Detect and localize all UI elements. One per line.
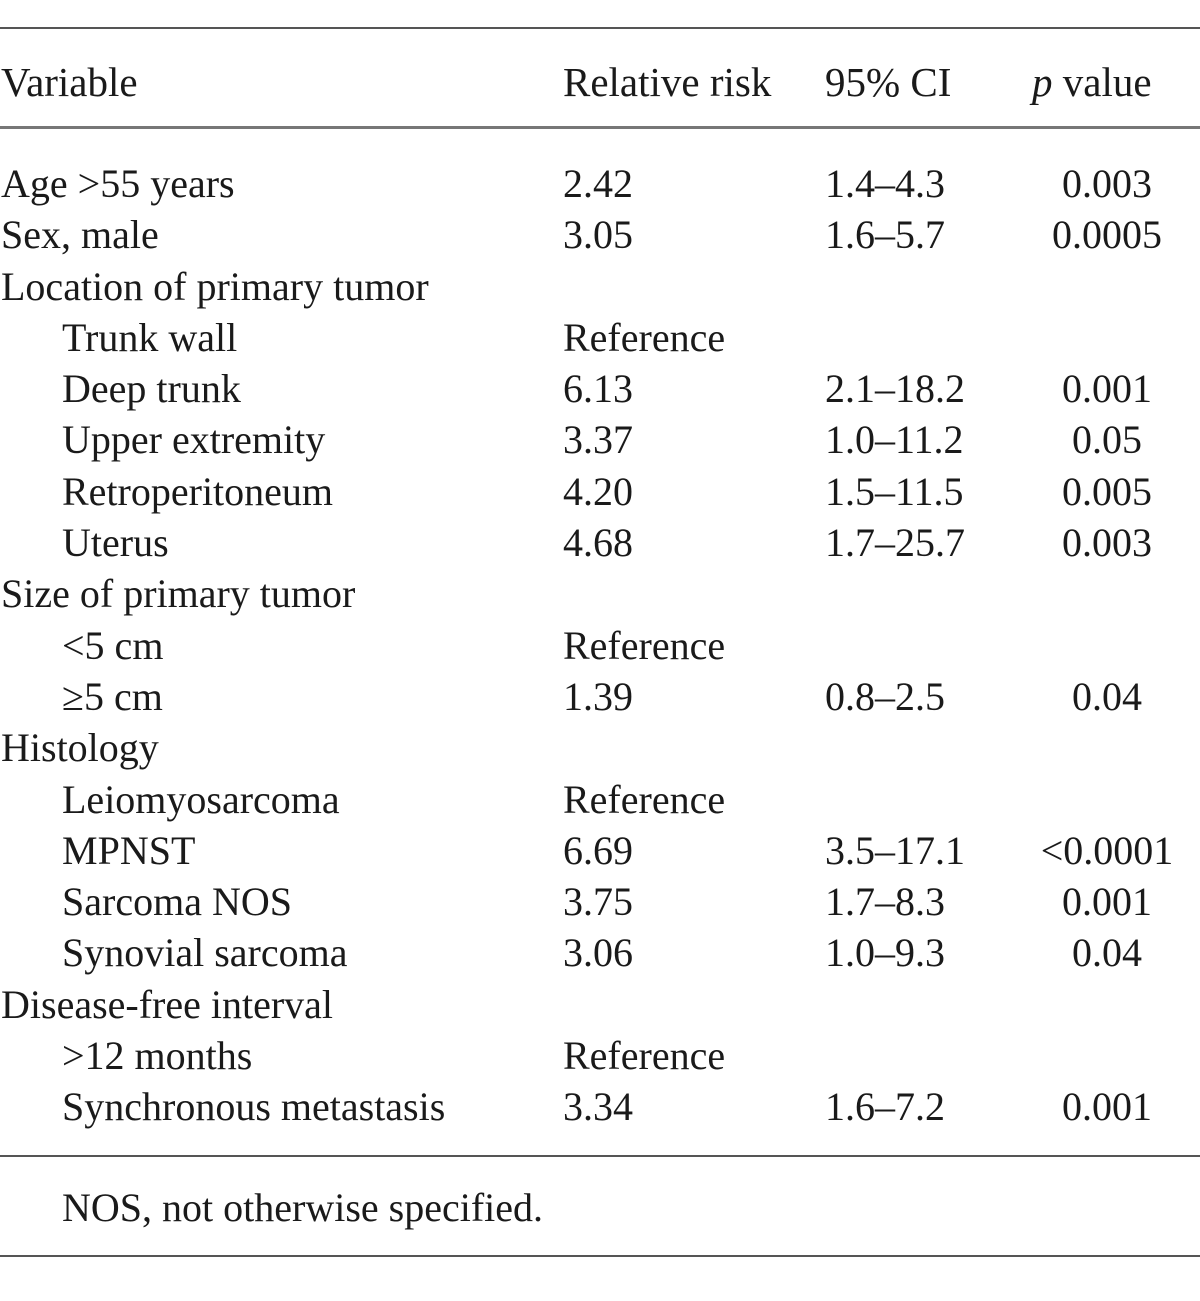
cell-ci: 1.0–11.2 <box>825 417 964 463</box>
cell-p-value: 0.04 <box>1072 673 1142 719</box>
table-body: Age >55 years 2.42 1.4–4.3 0.003 Sex, male 3.… <box>0 158 1200 1133</box>
footnote-rule <box>0 1255 1200 1257</box>
cell-p-value: 0.05 <box>1072 417 1142 463</box>
table-header-row: Variable Relative risk 95% CI p value <box>0 54 1200 110</box>
cell-ci: 1.7–8.3 <box>825 879 945 925</box>
table-row: Size of primary tumor <box>0 568 1200 619</box>
header-rule <box>0 126 1200 129</box>
table-row: >12 months Reference <box>0 1030 1200 1081</box>
cell-relative-risk: 3.34 <box>563 1084 633 1130</box>
cell-relative-risk: Reference <box>563 1033 726 1079</box>
cell-ci: 1.7–25.7 <box>825 520 965 566</box>
cell-ci: 1.4–4.3 <box>825 161 945 206</box>
cell-variable: Sex, male <box>1 212 159 258</box>
table-row: Sex, male 3.05 1.6–5.7 0.0005 <box>0 209 1200 260</box>
table-row: Histology <box>0 722 1200 773</box>
cell-variable: Retroperitoneum <box>62 468 334 514</box>
table-row: Age >55 years 2.42 1.4–4.3 0.003 <box>0 158 1200 209</box>
table-row: MPNST 6.69 3.5–17.1 <0.0001 <box>0 825 1200 876</box>
cell-p-value: 0.003 <box>1062 161 1152 206</box>
table-footnote: NOS, not otherwise specified. <box>62 1185 544 1230</box>
table-row: Leiomyosarcoma Reference <box>0 774 1200 825</box>
cell-variable: Synovial sarcoma <box>62 930 348 976</box>
cell-variable: Size of primary tumor <box>1 571 356 617</box>
cell-p-value: 0.04 <box>1072 930 1142 976</box>
header-p-value: p value <box>1032 54 1152 110</box>
cell-relative-risk: 2.42 <box>563 161 633 206</box>
cell-variable: Deep trunk <box>62 366 241 412</box>
cell-variable: ≥5 cm <box>62 673 163 719</box>
table-row: Synovial sarcoma 3.06 1.0–9.3 0.04 <box>0 927 1200 978</box>
cell-relative-risk: 4.20 <box>563 468 633 514</box>
cell-relative-risk: Reference <box>563 776 726 822</box>
cell-p-value: 0.003 <box>1062 520 1152 566</box>
cell-ci: 2.1–18.2 <box>825 366 965 412</box>
cell-variable: Location of primary tumor <box>1 263 429 309</box>
cell-relative-risk: 6.13 <box>563 366 633 412</box>
table-row: Retroperitoneum 4.20 1.5–11.5 0.005 <box>0 466 1200 517</box>
table-row: Synchronous metastasis 3.34 1.6–7.2 0.001 <box>0 1081 1200 1132</box>
header-p-rest: value <box>1052 59 1152 105</box>
cell-p-value: <0.0001 <box>1040 827 1174 873</box>
cell-variable: Sarcoma NOS <box>62 879 292 925</box>
header-p-italic: p <box>1032 59 1053 105</box>
cell-p-value: 0.001 <box>1062 366 1152 412</box>
table-row: Disease-free interval <box>0 979 1200 1030</box>
cell-ci: 1.6–5.7 <box>825 212 945 258</box>
header-ci: 95% CI <box>825 59 952 105</box>
cell-ci: 1.0–9.3 <box>825 930 945 976</box>
cell-ci: 3.5–17.1 <box>825 827 965 873</box>
cell-relative-risk: 3.05 <box>563 212 633 258</box>
cell-p-value: 0.001 <box>1062 879 1152 925</box>
cell-variable: Trunk wall <box>62 314 238 360</box>
cell-relative-risk: 3.06 <box>563 930 633 976</box>
table-row: Upper extremity 3.37 1.0–11.2 0.05 <box>0 414 1200 465</box>
cell-relative-risk: Reference <box>563 622 726 668</box>
cell-p-value: 0.001 <box>1062 1084 1152 1130</box>
cell-variable: >12 months <box>62 1033 253 1079</box>
cell-relative-risk: Reference <box>563 314 726 360</box>
cell-variable: Histology <box>1 725 159 771</box>
bottom-rule <box>0 1155 1200 1157</box>
cell-variable: MPNST <box>62 827 196 873</box>
table-row: Uterus 4.68 1.7–25.7 0.003 <box>0 517 1200 568</box>
table-row: Deep trunk 6.13 2.1–18.2 0.001 <box>0 363 1200 414</box>
cell-variable: Leiomyosarcoma <box>62 776 340 822</box>
cell-variable: Disease-free interval <box>1 981 334 1027</box>
top-rule <box>0 27 1200 29</box>
cell-relative-risk: 1.39 <box>563 673 633 719</box>
table-row: ≥5 cm 1.39 0.8–2.5 0.04 <box>0 671 1200 722</box>
cell-variable: Upper extremity <box>62 417 326 463</box>
cell-p-value: 0.0005 <box>1052 212 1162 258</box>
cell-variable: <5 cm <box>62 622 164 668</box>
cell-ci: 1.5–11.5 <box>825 468 964 514</box>
table-row: Sarcoma NOS 3.75 1.7–8.3 0.001 <box>0 876 1200 927</box>
cell-ci: 1.6–7.2 <box>825 1084 945 1130</box>
cell-variable: Synchronous metastasis <box>62 1084 446 1130</box>
cell-relative-risk: 3.75 <box>563 879 633 925</box>
cell-ci: 0.8–2.5 <box>825 673 945 719</box>
table-row: <5 cm Reference <box>0 620 1200 671</box>
table-row: Location of primary tumor <box>0 261 1200 312</box>
cell-variable: Age >55 years <box>1 161 235 206</box>
header-variable: Variable <box>1 59 138 105</box>
cell-p-value: 0.005 <box>1062 468 1152 514</box>
cell-relative-risk: 3.37 <box>563 417 633 463</box>
cell-variable: Uterus <box>62 520 169 566</box>
table-row: Trunk wall Reference <box>0 312 1200 363</box>
cell-relative-risk: 6.69 <box>563 827 633 873</box>
cell-relative-risk: 4.68 <box>563 520 633 566</box>
header-relative-risk: Relative risk <box>563 59 772 105</box>
